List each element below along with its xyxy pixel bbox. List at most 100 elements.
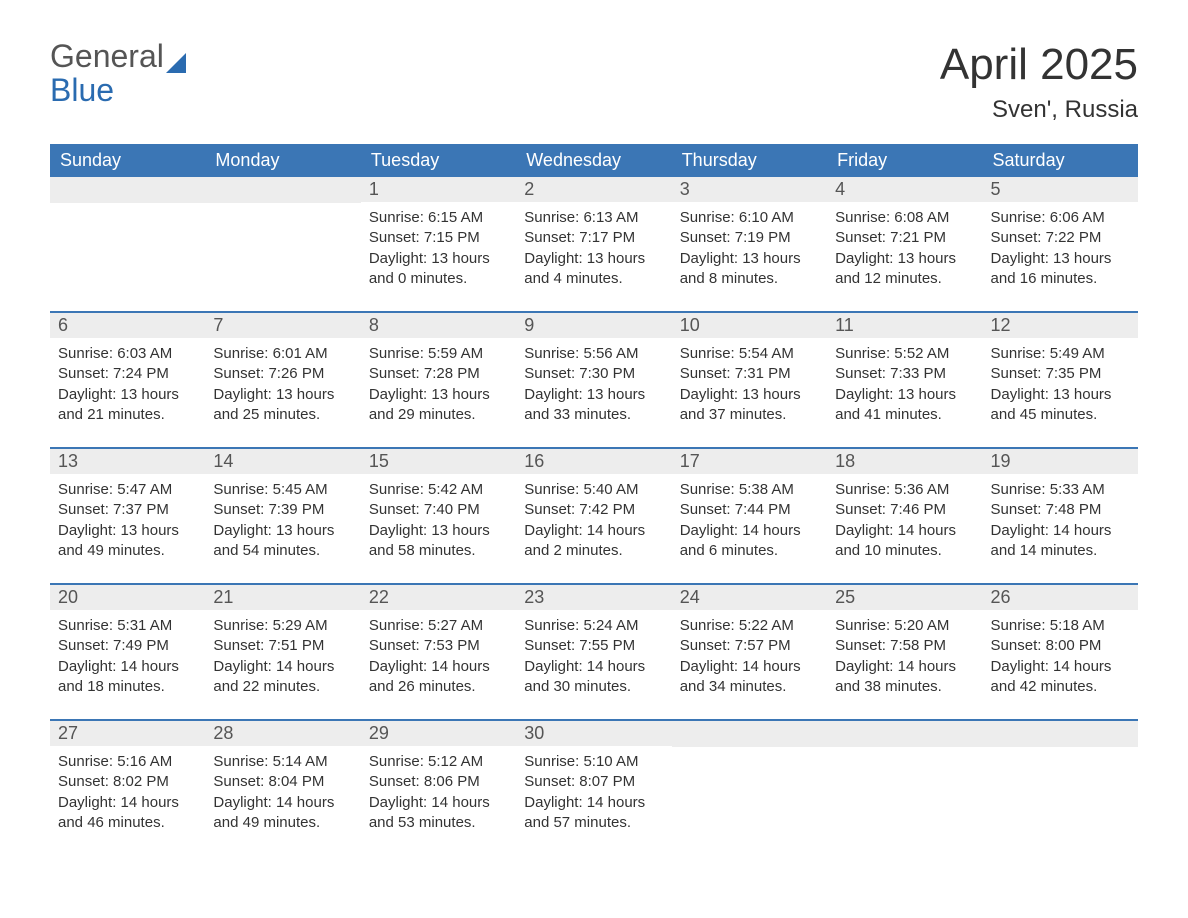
day-number: 17 [672, 449, 827, 474]
day-line: Sunrise: 5:20 AM [835, 616, 974, 636]
day-cell: 6Sunrise: 6:03 AMSunset: 7:24 PMDaylight… [50, 311, 205, 447]
day-number: 2 [516, 177, 671, 202]
day-cell: 30Sunrise: 5:10 AMSunset: 8:07 PMDayligh… [516, 719, 671, 855]
day-line: and 6 minutes. [680, 541, 819, 561]
day-content [205, 203, 360, 293]
week-row: 1Sunrise: 6:15 AMSunset: 7:15 PMDaylight… [50, 177, 1138, 311]
day-line: and 46 minutes. [58, 813, 197, 833]
day-content: Sunrise: 5:33 AMSunset: 7:48 PMDaylight:… [983, 474, 1138, 583]
day-line: Daylight: 14 hours [369, 793, 508, 813]
dayhead-saturday: Saturday [983, 144, 1138, 177]
day-header-row: Sunday Monday Tuesday Wednesday Thursday… [50, 144, 1138, 177]
day-content: Sunrise: 5:36 AMSunset: 7:46 PMDaylight:… [827, 474, 982, 583]
day-line: Sunrise: 5:56 AM [524, 344, 663, 364]
day-line: Sunrise: 6:06 AM [991, 208, 1130, 228]
day-number: 4 [827, 177, 982, 202]
day-line: Daylight: 13 hours [835, 385, 974, 405]
day-content: Sunrise: 5:38 AMSunset: 7:44 PMDaylight:… [672, 474, 827, 583]
day-line: Sunset: 7:31 PM [680, 364, 819, 384]
day-line: Sunrise: 5:36 AM [835, 480, 974, 500]
day-number [672, 721, 827, 747]
day-cell: 9Sunrise: 5:56 AMSunset: 7:30 PMDaylight… [516, 311, 671, 447]
day-number: 22 [361, 585, 516, 610]
day-line: and 34 minutes. [680, 677, 819, 697]
page-title: April 2025 [940, 40, 1138, 90]
day-line: Sunset: 7:26 PM [213, 364, 352, 384]
day-line: Sunrise: 6:13 AM [524, 208, 663, 228]
day-cell: 7Sunrise: 6:01 AMSunset: 7:26 PMDaylight… [205, 311, 360, 447]
day-line: and 49 minutes. [213, 813, 352, 833]
day-line: and 57 minutes. [524, 813, 663, 833]
day-line: Daylight: 14 hours [835, 657, 974, 677]
day-line: Sunrise: 5:49 AM [991, 344, 1130, 364]
day-line: Daylight: 13 hours [369, 521, 508, 541]
day-line: Sunset: 7:15 PM [369, 228, 508, 248]
day-cell: 14Sunrise: 5:45 AMSunset: 7:39 PMDayligh… [205, 447, 360, 583]
day-line: Sunset: 8:07 PM [524, 772, 663, 792]
day-line: Daylight: 14 hours [991, 521, 1130, 541]
day-content: Sunrise: 5:40 AMSunset: 7:42 PMDaylight:… [516, 474, 671, 583]
day-cell: 16Sunrise: 5:40 AMSunset: 7:42 PMDayligh… [516, 447, 671, 583]
day-line: and 54 minutes. [213, 541, 352, 561]
day-number: 26 [983, 585, 1138, 610]
day-line: Sunrise: 5:40 AM [524, 480, 663, 500]
day-line: Daylight: 14 hours [835, 521, 974, 541]
day-cell: 19Sunrise: 5:33 AMSunset: 7:48 PMDayligh… [983, 447, 1138, 583]
day-line: Daylight: 14 hours [58, 657, 197, 677]
day-line: Sunset: 7:22 PM [991, 228, 1130, 248]
header: General Blue April 2025 Sven', Russia [50, 40, 1138, 124]
day-line: Daylight: 14 hours [524, 521, 663, 541]
day-content: Sunrise: 5:14 AMSunset: 8:04 PMDaylight:… [205, 746, 360, 855]
day-line: and 2 minutes. [524, 541, 663, 561]
day-line: and 29 minutes. [369, 405, 508, 425]
dayhead-friday: Friday [827, 144, 982, 177]
calendar-body: 1Sunrise: 6:15 AMSunset: 7:15 PMDaylight… [50, 177, 1138, 855]
day-line: Sunset: 7:24 PM [58, 364, 197, 384]
day-cell [205, 177, 360, 311]
day-line: Daylight: 13 hours [524, 385, 663, 405]
day-content: Sunrise: 5:45 AMSunset: 7:39 PMDaylight:… [205, 474, 360, 583]
day-cell: 22Sunrise: 5:27 AMSunset: 7:53 PMDayligh… [361, 583, 516, 719]
day-line: Sunrise: 5:54 AM [680, 344, 819, 364]
day-line: Daylight: 14 hours [991, 657, 1130, 677]
day-line: and 38 minutes. [835, 677, 974, 697]
day-number [50, 177, 205, 203]
day-number: 5 [983, 177, 1138, 202]
day-line: Sunset: 7:44 PM [680, 500, 819, 520]
day-line: Sunrise: 5:38 AM [680, 480, 819, 500]
day-line: and 18 minutes. [58, 677, 197, 697]
day-number: 10 [672, 313, 827, 338]
day-line: and 14 minutes. [991, 541, 1130, 561]
day-number: 21 [205, 585, 360, 610]
day-number: 16 [516, 449, 671, 474]
week-row: 27Sunrise: 5:16 AMSunset: 8:02 PMDayligh… [50, 719, 1138, 855]
day-line: Daylight: 13 hours [369, 249, 508, 269]
day-line: Sunrise: 5:42 AM [369, 480, 508, 500]
dayhead-tuesday: Tuesday [361, 144, 516, 177]
day-number: 13 [50, 449, 205, 474]
day-content: Sunrise: 6:15 AMSunset: 7:15 PMDaylight:… [361, 202, 516, 311]
day-line: Sunrise: 5:29 AM [213, 616, 352, 636]
day-line: Sunset: 8:06 PM [369, 772, 508, 792]
day-cell: 25Sunrise: 5:20 AMSunset: 7:58 PMDayligh… [827, 583, 982, 719]
day-cell [983, 719, 1138, 855]
day-line: Sunrise: 5:10 AM [524, 752, 663, 772]
day-line: Sunset: 7:30 PM [524, 364, 663, 384]
day-line: Sunset: 7:17 PM [524, 228, 663, 248]
day-line: Sunset: 7:58 PM [835, 636, 974, 656]
day-number [205, 177, 360, 203]
day-number: 29 [361, 721, 516, 746]
page-subtitle: Sven', Russia [940, 96, 1138, 124]
day-line: Sunrise: 6:15 AM [369, 208, 508, 228]
day-content: Sunrise: 6:13 AMSunset: 7:17 PMDaylight:… [516, 202, 671, 311]
day-number: 24 [672, 585, 827, 610]
day-content: Sunrise: 5:42 AMSunset: 7:40 PMDaylight:… [361, 474, 516, 583]
day-content [983, 747, 1138, 837]
day-line: Daylight: 13 hours [835, 249, 974, 269]
day-number: 15 [361, 449, 516, 474]
day-line: Sunset: 7:42 PM [524, 500, 663, 520]
day-line: Sunset: 7:35 PM [991, 364, 1130, 384]
day-line: Daylight: 14 hours [680, 521, 819, 541]
day-line: Sunrise: 5:24 AM [524, 616, 663, 636]
day-line: Sunrise: 6:01 AM [213, 344, 352, 364]
